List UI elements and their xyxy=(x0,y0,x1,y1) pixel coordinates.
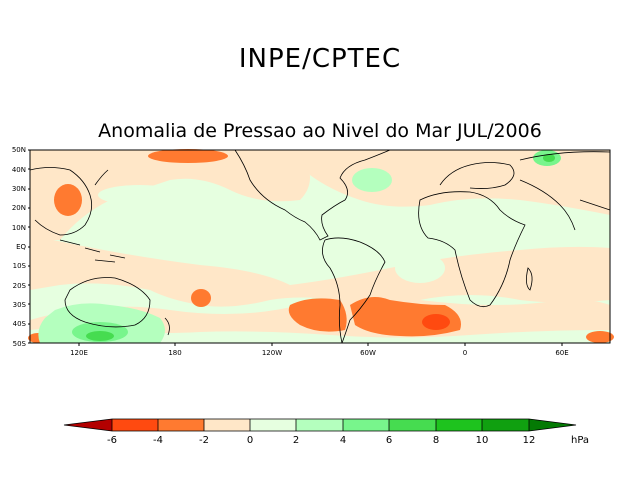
lat-label: 50N xyxy=(12,146,26,154)
colorbar-level: -4 xyxy=(153,435,163,446)
lat-ticks xyxy=(28,149,30,344)
lon-label: 120E xyxy=(70,349,88,357)
lat-label: 40N xyxy=(12,166,26,174)
lat-label: EQ xyxy=(16,243,26,251)
lon-labels: 120E 180 120W 60W 0 60E xyxy=(70,349,569,357)
neg-anomaly-tropical-band xyxy=(30,235,610,307)
neg-core-east-border xyxy=(586,331,614,343)
lon-label: 180 xyxy=(168,349,181,357)
pos-core-arctic-east xyxy=(543,154,555,162)
anomaly-fields xyxy=(28,149,614,343)
lat-label: 30N xyxy=(12,185,26,193)
pos-anomaly-pacific xyxy=(98,185,182,205)
colorbar-level: -2 xyxy=(199,435,209,446)
lon-label: 60W xyxy=(360,349,376,357)
coast-australia xyxy=(64,277,151,328)
coast-new-zealand xyxy=(164,317,170,336)
coast-indonesia xyxy=(59,239,126,263)
coast-north-america xyxy=(234,149,391,241)
lon-label: 60E xyxy=(555,349,568,357)
colorbar-cell xyxy=(158,419,204,431)
neg-core-south-pacific xyxy=(191,289,211,307)
colorbar-cell xyxy=(112,419,158,431)
colorbar-cell xyxy=(436,419,482,431)
colorbar: -6 -4 -2 0 2 4 6 8 10 12 hPa xyxy=(63,418,589,446)
coast-asia xyxy=(29,151,611,236)
colorbar-cell xyxy=(482,419,529,431)
colorbar-level: -6 xyxy=(107,435,117,446)
pos-anomaly-south-atlantic xyxy=(395,253,445,283)
lat-label: 10N xyxy=(12,224,26,232)
coast-africa xyxy=(418,191,526,308)
colorbar-cell xyxy=(204,419,250,431)
lat-label: 20S xyxy=(13,282,27,290)
colorbar-level: 0 xyxy=(247,435,253,446)
coast-south-america-west xyxy=(322,239,343,344)
lon-label: 0 xyxy=(463,349,467,357)
lat-label: 30S xyxy=(13,301,27,309)
colorbar-cell xyxy=(296,419,343,431)
coast-madagascar xyxy=(526,267,533,291)
pos-anomaly-atlantic xyxy=(352,168,392,192)
colorbar-cell xyxy=(529,419,576,431)
colorbar-level: 4 xyxy=(340,435,346,446)
lon-label: 120W xyxy=(262,349,282,357)
colorbar-level: 12 xyxy=(523,435,536,446)
neg-core-south-atlantic-deep xyxy=(422,314,450,330)
lat-labels: 50N 40N 30N 20N 10N EQ 10S 20S 30S 40S 5… xyxy=(12,146,27,348)
coastlines xyxy=(29,149,611,344)
lat-label: 20N xyxy=(12,204,26,212)
coast-japan xyxy=(94,169,109,186)
coast-south-america xyxy=(324,237,386,344)
pos-anomaly-indian xyxy=(430,218,490,242)
colorbar-cell xyxy=(389,419,436,431)
neg-anomaly-north-atlantic xyxy=(300,150,610,215)
colorbar-unit: hPa xyxy=(571,435,589,446)
neg-anomaly-north-pacific xyxy=(30,150,310,240)
colorbar-level: 2 xyxy=(293,435,299,446)
colorbar-cell xyxy=(250,419,296,431)
coast-europe xyxy=(439,162,515,189)
neg-core-southeast-pacific xyxy=(288,298,347,332)
neg-core-west-pacific xyxy=(54,184,82,216)
map-title: Anomalia de Pressao ao Nivel do Mar JUL/… xyxy=(98,120,542,142)
neg-core-north-pacific xyxy=(148,149,228,163)
colorbar-level: 10 xyxy=(476,435,489,446)
lon-ticks xyxy=(78,343,563,346)
pos-core-australia-deep xyxy=(86,331,114,341)
lat-label: 40S xyxy=(13,320,27,328)
agency-title: INPE/CPTEC xyxy=(238,44,402,74)
lat-label: 50S xyxy=(13,340,27,348)
colorbar-level: 6 xyxy=(386,435,392,446)
colorbar-cell xyxy=(64,419,112,431)
colorbar-level: 8 xyxy=(433,435,439,446)
lat-label: 10S xyxy=(13,262,27,270)
colorbar-cell xyxy=(343,419,389,431)
